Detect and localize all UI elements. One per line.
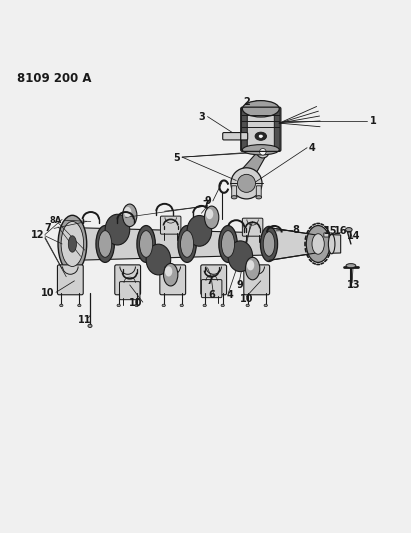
Ellipse shape [260,149,266,155]
Ellipse shape [256,196,262,199]
Text: 13: 13 [347,280,360,290]
Ellipse shape [328,234,335,254]
FancyBboxPatch shape [256,186,261,198]
Ellipse shape [165,266,172,277]
Ellipse shape [346,264,356,268]
Ellipse shape [61,221,84,266]
Text: 4: 4 [309,143,315,153]
FancyBboxPatch shape [244,265,270,295]
Ellipse shape [312,234,324,254]
Text: 7: 7 [206,276,213,286]
Ellipse shape [203,304,206,306]
Text: 14: 14 [347,231,360,241]
Ellipse shape [264,304,267,306]
Ellipse shape [242,101,279,117]
Ellipse shape [124,207,132,217]
Text: 8109 200 A: 8109 200 A [17,72,92,85]
Text: 16: 16 [334,226,348,236]
Ellipse shape [206,209,213,219]
Ellipse shape [99,231,112,257]
Ellipse shape [105,214,130,245]
Ellipse shape [68,236,76,252]
Ellipse shape [146,244,171,275]
FancyBboxPatch shape [232,186,237,198]
Ellipse shape [219,225,237,262]
Ellipse shape [78,304,81,306]
Ellipse shape [122,204,137,227]
FancyBboxPatch shape [160,265,186,295]
Text: 8: 8 [292,225,299,236]
Text: 10: 10 [240,294,253,304]
Ellipse shape [135,304,139,306]
Ellipse shape [263,232,275,256]
Ellipse shape [257,146,269,158]
Text: 9: 9 [204,196,211,206]
Text: 15: 15 [324,226,337,236]
Text: 1: 1 [370,116,377,126]
FancyBboxPatch shape [242,218,263,236]
Text: 4: 4 [227,290,233,300]
Text: 2: 2 [243,97,250,107]
Text: 11: 11 [78,315,91,325]
FancyBboxPatch shape [115,265,141,295]
Ellipse shape [180,231,194,257]
Text: 10: 10 [41,288,55,298]
Polygon shape [72,228,341,260]
Ellipse shape [306,225,330,262]
FancyBboxPatch shape [247,109,275,150]
Ellipse shape [178,225,196,262]
Circle shape [231,168,262,199]
Text: 7: 7 [202,200,209,210]
Text: 5: 5 [173,153,180,163]
FancyBboxPatch shape [324,233,329,237]
Ellipse shape [247,260,254,270]
FancyBboxPatch shape [274,108,280,151]
Text: 9: 9 [237,280,243,290]
Text: 10: 10 [129,298,143,309]
Ellipse shape [221,304,224,306]
Polygon shape [238,152,268,174]
Ellipse shape [205,206,219,229]
FancyBboxPatch shape [201,265,226,295]
Ellipse shape [255,132,266,140]
Ellipse shape [187,215,212,246]
Text: 3: 3 [198,111,205,122]
Ellipse shape [228,241,253,272]
Circle shape [238,174,256,192]
Ellipse shape [58,215,87,273]
Ellipse shape [162,304,165,306]
Text: 6: 6 [208,290,215,300]
FancyBboxPatch shape [160,216,181,234]
Ellipse shape [140,231,152,257]
Text: 8A: 8A [50,216,62,225]
Polygon shape [269,228,316,260]
Ellipse shape [231,196,237,199]
Ellipse shape [117,304,120,306]
FancyBboxPatch shape [201,280,222,297]
FancyBboxPatch shape [120,281,140,300]
Ellipse shape [60,304,63,306]
Text: 12: 12 [31,230,44,239]
Ellipse shape [137,225,155,262]
Ellipse shape [164,263,178,286]
FancyBboxPatch shape [58,265,83,295]
Ellipse shape [222,231,235,257]
Ellipse shape [88,324,92,328]
Ellipse shape [180,304,183,306]
Ellipse shape [242,144,279,155]
Ellipse shape [245,257,260,280]
Ellipse shape [346,228,352,232]
Ellipse shape [96,225,114,262]
Ellipse shape [246,304,249,306]
Ellipse shape [261,227,277,262]
Ellipse shape [259,134,263,138]
FancyBboxPatch shape [223,133,248,140]
Text: 7: 7 [44,223,51,233]
FancyBboxPatch shape [242,108,247,151]
